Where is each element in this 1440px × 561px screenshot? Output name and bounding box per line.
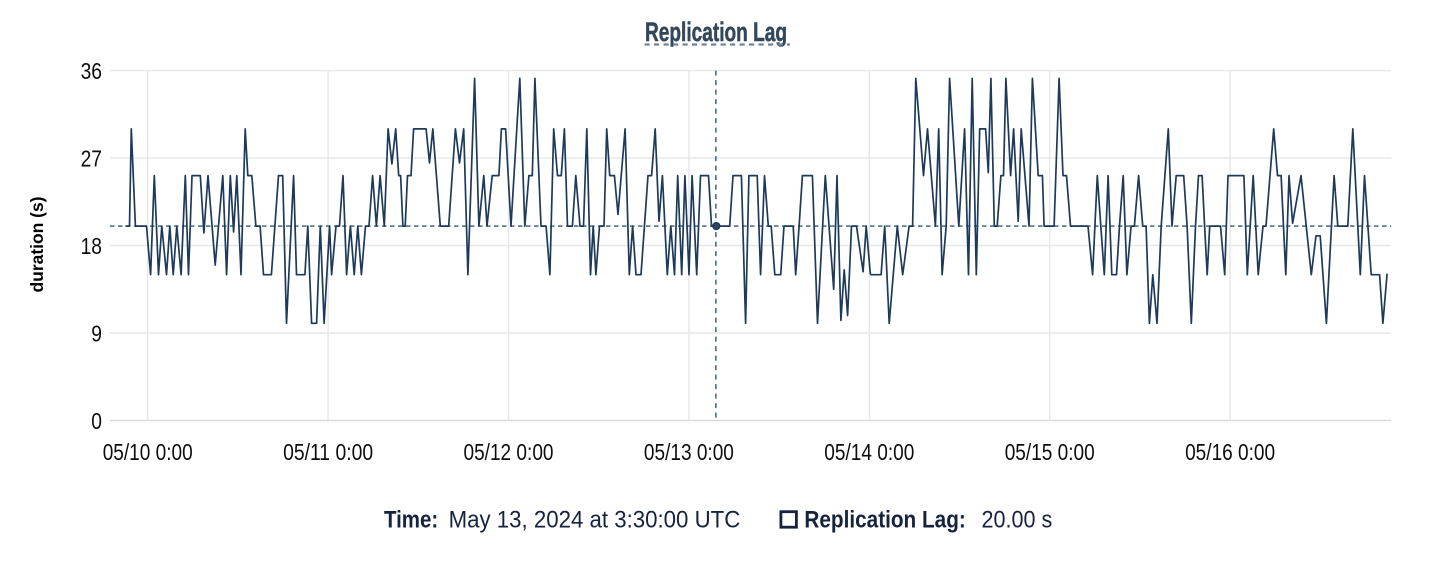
svg-text:05/14 0:00: 05/14 0:00: [824, 439, 914, 465]
svg-text:20.00 s: 20.00 s: [982, 507, 1053, 534]
svg-text:05/13 0:00: 05/13 0:00: [644, 439, 734, 465]
svg-text:18: 18: [81, 233, 102, 259]
svg-text:05/11 0:00: 05/11 0:00: [283, 439, 373, 465]
svg-text:Replication Lag:: Replication Lag:: [804, 507, 965, 534]
svg-text:Time:: Time:: [384, 507, 438, 534]
svg-text:9: 9: [91, 320, 102, 346]
svg-text:27: 27: [81, 145, 102, 171]
svg-text:duration (s): duration (s): [27, 197, 47, 293]
svg-text:May 13, 2024 at 3:30:00 UTC: May 13, 2024 at 3:30:00 UTC: [449, 507, 741, 534]
svg-text:Replication Lag: Replication Lag: [645, 17, 787, 47]
svg-text:0: 0: [91, 408, 102, 434]
svg-text:05/10 0:00: 05/10 0:00: [103, 439, 193, 465]
svg-text:05/15 0:00: 05/15 0:00: [1005, 439, 1095, 465]
svg-text:05/16 0:00: 05/16 0:00: [1185, 439, 1275, 465]
svg-text:36: 36: [81, 58, 102, 84]
svg-text:05/12 0:00: 05/12 0:00: [464, 439, 554, 465]
